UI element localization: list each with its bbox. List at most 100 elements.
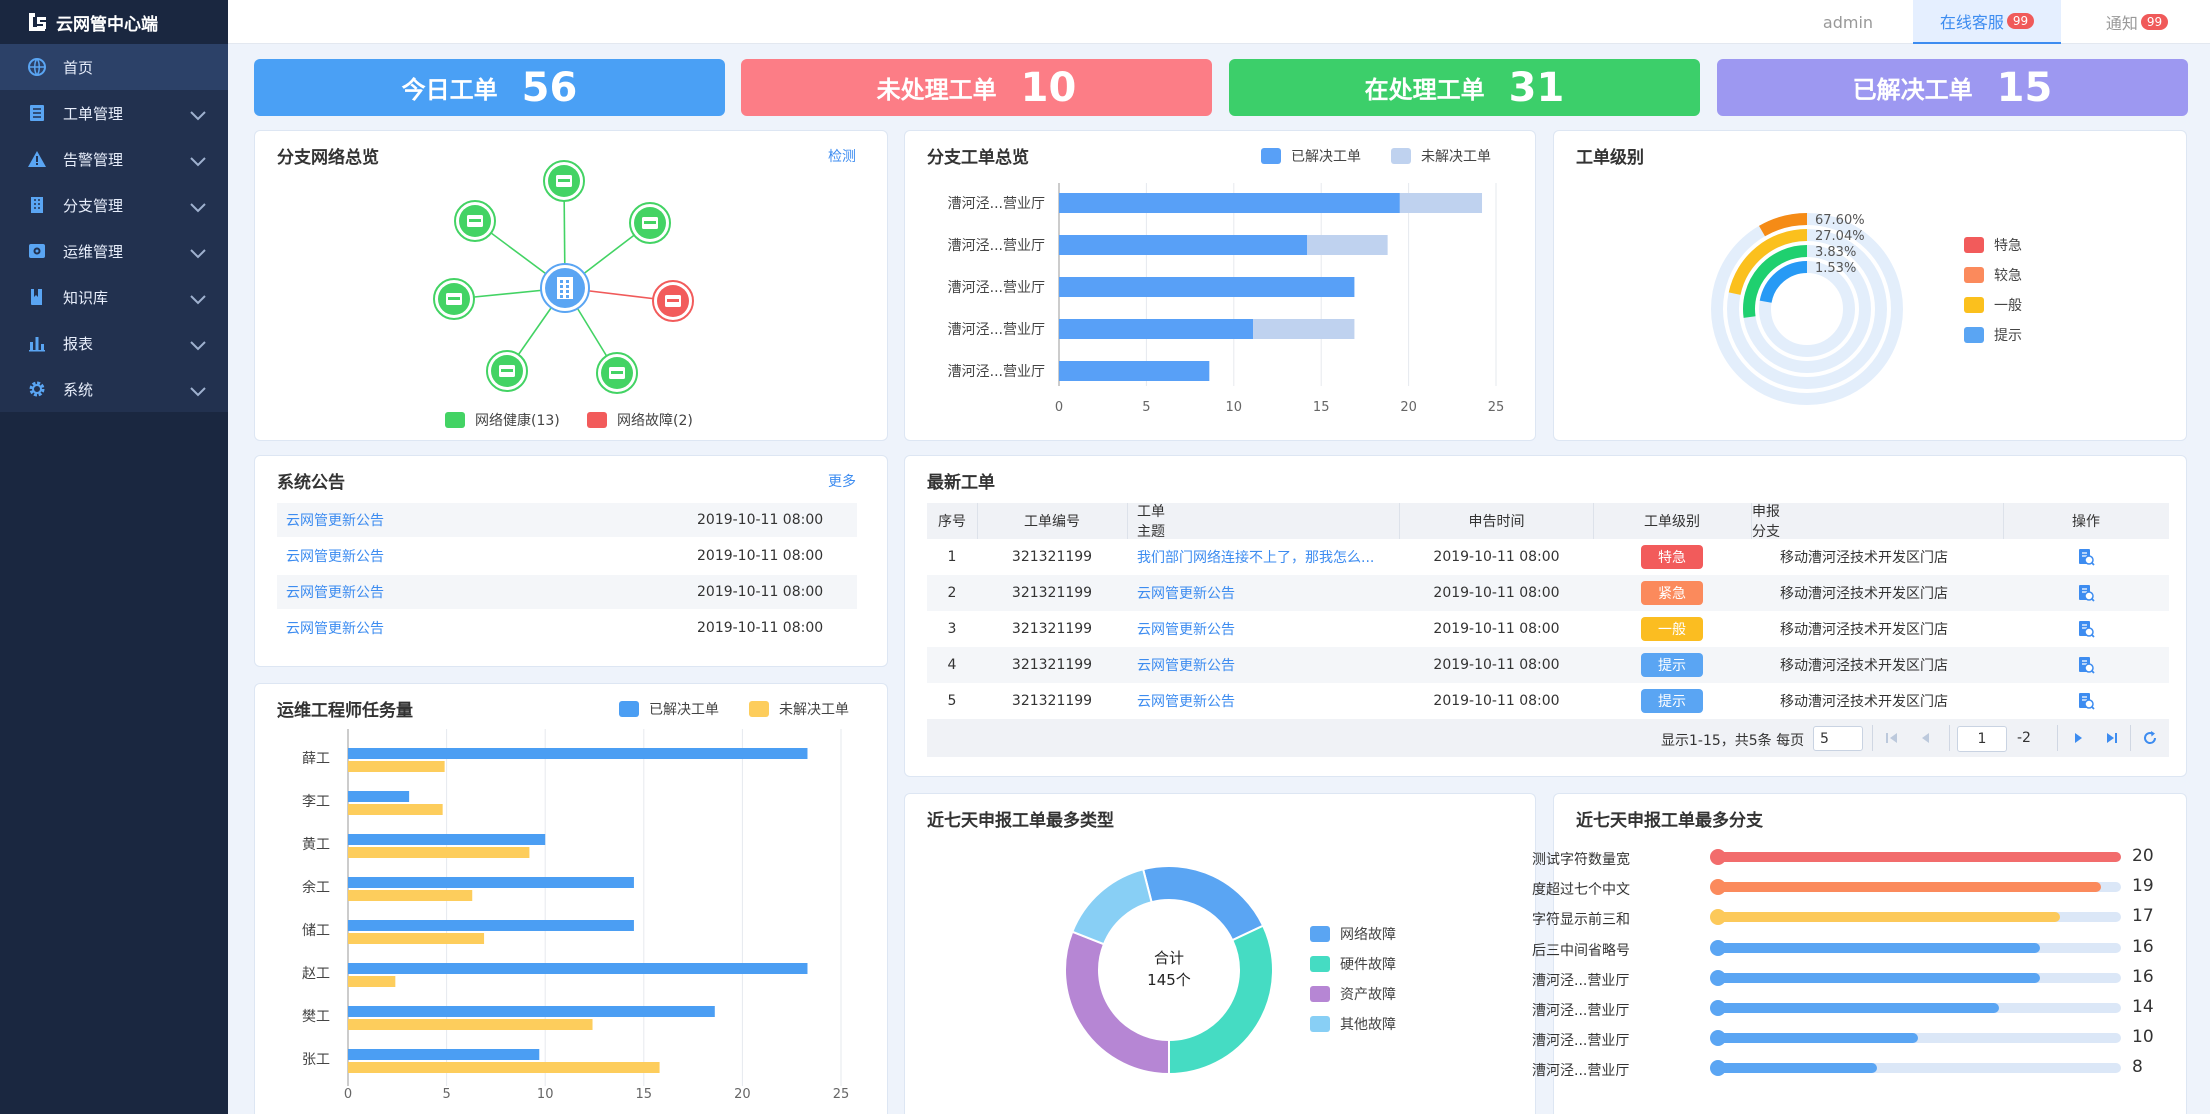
bar-resolved[interactable]: [348, 748, 808, 759]
last-page-icon[interactable]: [2105, 731, 2119, 745]
branch-rank-bar: [1715, 942, 2040, 953]
cell-subject-link[interactable]: 云网管更新公告: [1137, 586, 1235, 602]
branch-rank-row[interactable]: 漕河泾...营业厅 8: [1532, 1054, 2143, 1084]
bar-unresolved[interactable]: [348, 1062, 660, 1073]
bar-resolved[interactable]: [348, 791, 410, 802]
first-page-icon[interactable]: [1885, 731, 1899, 745]
stat-card-3[interactable]: 已解决工单 15: [1717, 59, 2188, 116]
bar-resolved[interactable]: [348, 1049, 540, 1060]
detect-link[interactable]: 检测: [828, 149, 856, 165]
bar-resolved[interactable]: [1059, 193, 1400, 213]
branch-node-healthy[interactable]: [629, 202, 671, 244]
current-page-input[interactable]: 1: [1957, 726, 2007, 752]
sidebar-item-7[interactable]: 系统: [0, 366, 228, 412]
table-row[interactable]: 1 321321199 我们部门网络连接不上了，那我怎么... 2019-10-11 …: [927, 539, 2169, 575]
bar-resolved[interactable]: [1059, 361, 1210, 381]
announcement-title-link[interactable]: 云网管更新公告: [286, 585, 384, 601]
online-service-tab[interactable]: 在线客服 99: [1913, 0, 2061, 44]
radial-bar[interactable]: [1728, 229, 1808, 296]
branch-rank-row[interactable]: 测试字符数量宽 20: [1532, 843, 2154, 873]
more-link[interactable]: 更多: [828, 474, 856, 490]
table-row[interactable]: 2 321321199 云网管更新公告 2019-10-11 08:00 紧急 移动漕河泾…: [927, 575, 2169, 611]
announcement-row[interactable]: 云网管更新公告 2019-10-11 08:00: [277, 575, 857, 609]
announcement-title-link[interactable]: 云网管更新公告: [286, 513, 384, 529]
branch-node-healthy[interactable]: [486, 350, 528, 392]
bar-unresolved[interactable]: [348, 976, 396, 987]
sidebar-item-0[interactable]: 首页: [0, 44, 228, 90]
branch-rank-row[interactable]: 漕河泾...营业厅 16: [1532, 964, 2154, 994]
bar-resolved[interactable]: [348, 1006, 715, 1017]
sidebar-item-6[interactable]: 报表: [0, 320, 228, 366]
branch-rank-row[interactable]: 后三中间省略号 16: [1532, 934, 2154, 964]
announcement-row[interactable]: 云网管更新公告 2019-10-11 08:00: [277, 539, 857, 573]
cell-no: 5: [947, 693, 957, 709]
branch-node-healthy[interactable]: [596, 352, 638, 394]
branch-node-fault[interactable]: [652, 280, 694, 322]
branch-node-healthy[interactable]: [454, 200, 496, 242]
table-row[interactable]: 3 321321199 云网管更新公告 2019-10-11 08:00 一般 移动漕河泾…: [927, 611, 2169, 647]
notice-tab[interactable]: 通知 99: [2063, 0, 2210, 44]
refresh-icon[interactable]: [2142, 730, 2158, 746]
stat-card-0[interactable]: 今日工单 56: [254, 59, 725, 116]
cell-subject-link[interactable]: 云网管更新公告: [1137, 694, 1235, 710]
cell-subject-link[interactable]: 我们部门网络连接不上了，那我怎么...: [1137, 550, 1375, 566]
sidebar-item-1[interactable]: 工单管理: [0, 90, 228, 136]
bar-resolved[interactable]: [1059, 277, 1355, 297]
bar-resolved[interactable]: [348, 834, 546, 845]
sidebar-item-4[interactable]: 运维管理: [0, 228, 228, 274]
next-page-icon[interactable]: [2071, 731, 2085, 745]
table-row[interactable]: 5 321321199 云网管更新公告 2019-10-11 08:00 提示 移动漕河泾…: [927, 683, 2169, 719]
radial-bar[interactable]: [1759, 213, 1808, 237]
announcement-title-link[interactable]: 云网管更新公告: [286, 621, 384, 637]
branch-rank-row[interactable]: 漕河泾...营业厅 10: [1532, 1024, 2154, 1054]
legend-resolved-label: 已解决工单: [1291, 149, 1361, 165]
bar-unresolved[interactable]: [348, 1019, 593, 1030]
sidebar-item-3[interactable]: 分支管理: [0, 182, 228, 228]
branch-rank-row[interactable]: 字符显示前三和 17: [1532, 903, 2154, 933]
branch-node-healthy[interactable]: [543, 160, 585, 202]
branch-rank-row[interactable]: 度超过七个中文 19: [1532, 873, 2154, 903]
bar-unresolved[interactable]: [348, 933, 485, 944]
cell-subject-link[interactable]: 云网管更新公告: [1137, 622, 1235, 638]
bar-resolved[interactable]: [348, 877, 634, 888]
user-menu[interactable]: admin: [1778, 0, 1918, 44]
stat-card-1[interactable]: 未处理工单 10: [741, 59, 1212, 116]
bar-unresolved[interactable]: [348, 847, 530, 858]
radial-bar[interactable]: [1743, 245, 1808, 318]
bar-unresolved[interactable]: [1399, 193, 1483, 213]
cell-subject-link[interactable]: 云网管更新公告: [1137, 658, 1235, 674]
prev-page-icon[interactable]: [1919, 731, 1933, 745]
table-row[interactable]: 4 321321199 云网管更新公告 2019-10-11 08:00 提示 移动漕河泾…: [927, 647, 2169, 683]
donut-slice[interactable]: [1141, 865, 1265, 942]
network-topology: [433, 160, 694, 394]
bar-unresolved[interactable]: [1307, 235, 1388, 255]
view-detail-icon[interactable]: [2003, 683, 2169, 719]
branch-rank-row[interactable]: 漕河泾...营业厅 14: [1532, 994, 2154, 1024]
stat-card-2[interactable]: 在处理工单 31: [1229, 59, 1700, 116]
announcement-row[interactable]: 云网管更新公告 2019-10-11 08:00: [277, 611, 857, 645]
bar-unresolved[interactable]: [1253, 319, 1355, 339]
bar-resolved[interactable]: [348, 920, 634, 931]
sidebar-item-label: 首页: [63, 58, 94, 77]
network-overview-title: 分支网络总览: [277, 148, 379, 168]
bar-resolved[interactable]: [1059, 235, 1308, 255]
view-detail-icon[interactable]: [2003, 647, 2169, 683]
page-size-input[interactable]: 5: [1813, 726, 1863, 751]
hq-node[interactable]: [540, 263, 590, 313]
donut-slice[interactable]: [1071, 868, 1153, 946]
branch-node-healthy[interactable]: [433, 278, 475, 320]
view-detail-icon[interactable]: [2003, 575, 2169, 611]
view-detail-icon[interactable]: [2003, 539, 2169, 575]
bar-unresolved[interactable]: [348, 804, 443, 815]
bar-resolved[interactable]: [1059, 319, 1254, 339]
bar-resolved[interactable]: [348, 963, 808, 974]
sidebar-item-2[interactable]: 告警管理: [0, 136, 228, 182]
radial-bar[interactable]: [1759, 261, 1808, 304]
bar-unresolved[interactable]: [348, 890, 473, 901]
bar-unresolved[interactable]: [348, 761, 445, 772]
announcement-title-link[interactable]: 云网管更新公告: [286, 549, 384, 565]
app-logo[interactable]: 云网管中心端: [0, 0, 228, 44]
view-detail-icon[interactable]: [2003, 611, 2169, 647]
sidebar-item-5[interactable]: 知识库: [0, 274, 228, 320]
announcement-row[interactable]: 云网管更新公告 2019-10-11 08:00: [277, 503, 857, 537]
